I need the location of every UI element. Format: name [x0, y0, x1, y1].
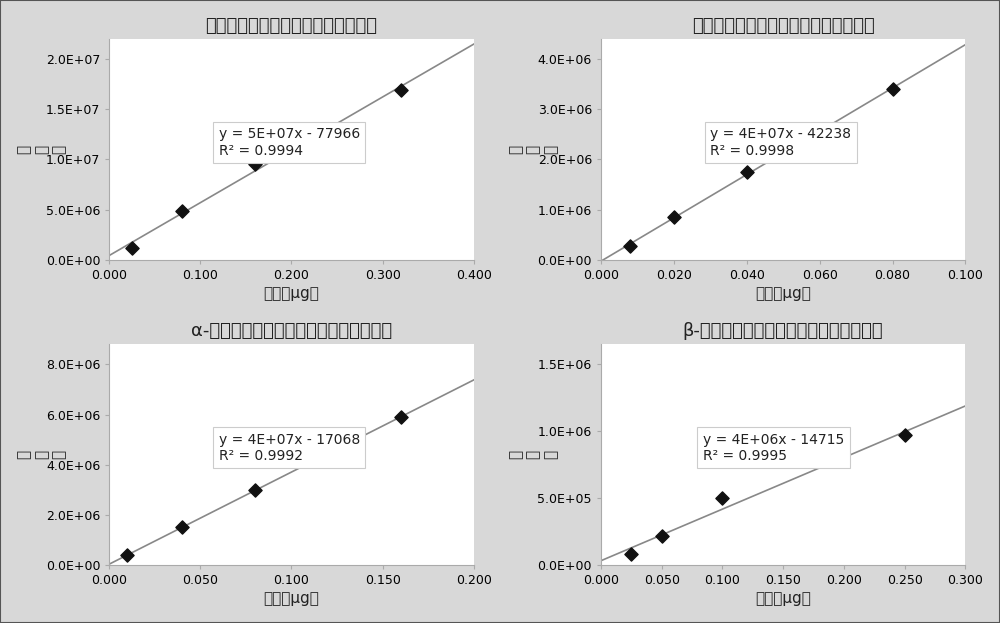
Point [885, 84, 901, 94]
Point [247, 485, 263, 495]
Text: y = 5E+07x - 77966
R² = 0.9994: y = 5E+07x - 77966 R² = 0.9994 [219, 127, 360, 158]
Title: 玉米黄质含量与峰面积的线性回归方程: 玉米黄质含量与峰面积的线性回归方程 [692, 17, 875, 35]
Point [623, 549, 639, 559]
Point [897, 430, 913, 440]
X-axis label: 含量（μg）: 含量（μg） [755, 591, 811, 606]
Point [174, 206, 190, 216]
Y-axis label: 峰
面
积: 峰 面 积 [508, 450, 558, 459]
X-axis label: 含量（μg）: 含量（μg） [755, 286, 811, 301]
Point [739, 167, 755, 177]
Y-axis label: 峰
面
积: 峰 面 积 [508, 145, 558, 154]
Title: β-胡萝卜素含量与峰面积的线性回归方程: β-胡萝卜素含量与峰面积的线性回归方程 [683, 322, 883, 340]
Y-axis label: 峰
面
积: 峰 面 积 [17, 145, 66, 154]
Title: 叶黄素含量与峰面积的线性回归方程: 叶黄素含量与峰面积的线性回归方程 [205, 17, 377, 35]
Point [654, 531, 670, 541]
Point [119, 550, 135, 560]
X-axis label: 含量（μg）: 含量（μg） [264, 286, 319, 301]
Text: y = 4E+06x - 14715
R² = 0.9995: y = 4E+06x - 14715 R² = 0.9995 [703, 432, 844, 463]
Point [393, 85, 409, 95]
Text: y = 4E+07x - 42238
R² = 0.9998: y = 4E+07x - 42238 R² = 0.9998 [710, 127, 851, 158]
Y-axis label: 峰
面
积: 峰 面 积 [17, 450, 66, 459]
Point [666, 212, 682, 222]
Point [622, 241, 638, 251]
Point [247, 158, 263, 168]
Point [174, 523, 190, 533]
Point [124, 243, 140, 253]
Point [714, 493, 730, 503]
Title: α-胡萝卜素含量与峰面积的线性回归方程: α-胡萝卜素含量与峰面积的线性回归方程 [191, 322, 392, 340]
X-axis label: 含量（μg）: 含量（μg） [264, 591, 319, 606]
Text: y = 4E+07x - 17068
R² = 0.9992: y = 4E+07x - 17068 R² = 0.9992 [219, 432, 360, 463]
Point [393, 412, 409, 422]
